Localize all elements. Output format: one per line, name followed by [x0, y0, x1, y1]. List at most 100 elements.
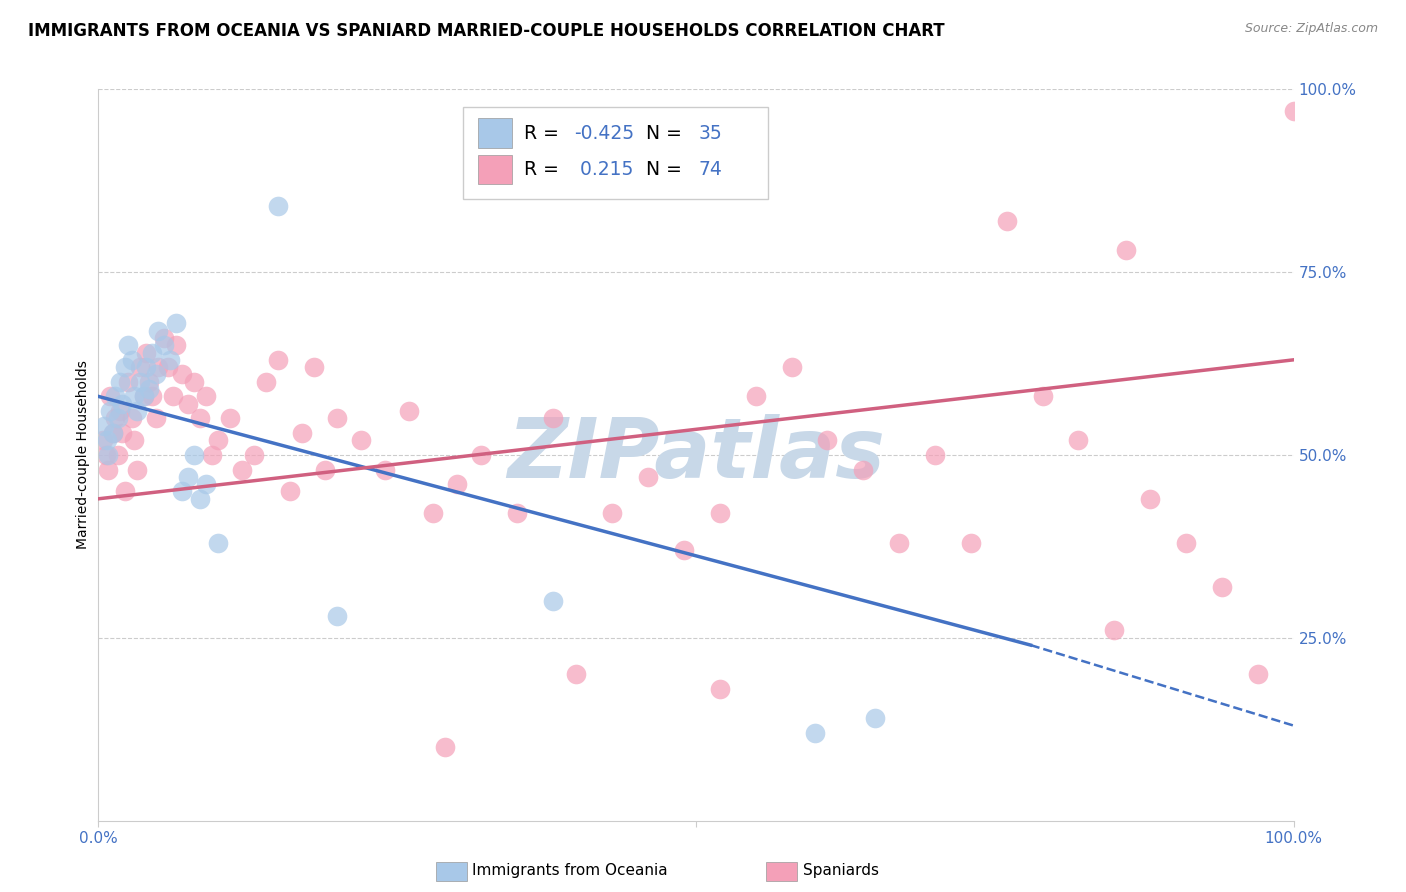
Point — [1211, 580, 1233, 594]
Point — [267, 352, 290, 367]
Point — [124, 434, 146, 448]
Point — [93, 418, 115, 433]
Text: 74: 74 — [699, 161, 723, 179]
Point — [194, 389, 218, 403]
Point — [129, 360, 152, 375]
Text: 35: 35 — [699, 124, 723, 143]
Point — [959, 535, 981, 549]
Point — [188, 411, 211, 425]
Point — [135, 360, 157, 375]
Point — [350, 434, 373, 448]
Point — [709, 507, 731, 521]
FancyBboxPatch shape — [463, 108, 768, 199]
Point — [177, 397, 200, 411]
Point — [433, 740, 456, 755]
Point — [104, 389, 127, 403]
Point — [183, 448, 205, 462]
Point — [121, 352, 143, 367]
Point — [194, 477, 218, 491]
Point — [135, 345, 157, 359]
Point — [207, 434, 229, 448]
Text: Immigrants from Oceania: Immigrants from Oceania — [472, 863, 668, 878]
Point — [165, 316, 187, 330]
Point — [111, 425, 134, 440]
Point — [132, 389, 155, 403]
Point — [132, 389, 155, 403]
Point — [108, 404, 131, 418]
Point — [637, 470, 659, 484]
Point — [165, 338, 187, 352]
Text: ZIPatlas: ZIPatlas — [508, 415, 884, 495]
Point — [422, 507, 444, 521]
Point — [201, 448, 224, 462]
Point — [924, 448, 946, 462]
FancyBboxPatch shape — [478, 119, 512, 148]
Point — [141, 389, 163, 403]
Point — [153, 338, 176, 352]
Point — [153, 331, 176, 345]
Point — [995, 214, 1018, 228]
Point — [1139, 491, 1161, 506]
Point — [1175, 535, 1198, 549]
Text: R =: R = — [524, 124, 565, 143]
Point — [1282, 104, 1305, 119]
Point — [159, 352, 181, 367]
Point — [107, 411, 129, 425]
Point — [278, 484, 301, 499]
Point — [111, 397, 134, 411]
Point — [804, 726, 827, 740]
Point — [117, 375, 139, 389]
Point — [889, 535, 911, 549]
Text: -0.425: -0.425 — [574, 124, 634, 143]
Point — [91, 434, 114, 448]
Point — [145, 368, 167, 382]
Point — [114, 484, 136, 499]
Point — [125, 404, 148, 418]
Point — [470, 448, 492, 462]
Point — [243, 448, 266, 462]
Point — [815, 434, 838, 448]
Text: Source: ZipAtlas.com: Source: ZipAtlas.com — [1244, 22, 1378, 36]
Point — [188, 491, 211, 506]
Point — [162, 389, 184, 403]
Text: N =: N = — [645, 124, 688, 143]
Text: R =: R = — [524, 161, 565, 179]
Point — [231, 462, 253, 476]
Point — [673, 543, 696, 558]
Point — [219, 411, 242, 425]
FancyBboxPatch shape — [478, 155, 512, 185]
Point — [1115, 243, 1137, 257]
Point — [602, 507, 624, 521]
Point — [254, 375, 277, 389]
Point — [94, 448, 117, 462]
Point — [97, 448, 120, 462]
Point — [104, 411, 127, 425]
Point — [541, 594, 564, 608]
Point — [302, 360, 325, 375]
Point — [183, 375, 205, 389]
Point — [326, 608, 349, 623]
Y-axis label: Married-couple Households: Married-couple Households — [76, 360, 90, 549]
Point — [541, 411, 564, 425]
Point — [148, 324, 170, 338]
Point — [172, 484, 194, 499]
Point — [148, 360, 170, 375]
Point — [1102, 624, 1125, 638]
Point — [207, 535, 229, 549]
Point — [98, 404, 122, 418]
Point — [101, 425, 124, 440]
Point — [315, 462, 337, 476]
Point — [374, 462, 396, 476]
Text: 0.215: 0.215 — [574, 161, 634, 179]
Point — [101, 425, 124, 440]
Point — [291, 425, 314, 440]
Point — [326, 411, 349, 425]
Point — [1067, 434, 1090, 448]
Point — [780, 360, 803, 375]
Point — [863, 711, 887, 725]
Point — [96, 434, 118, 448]
Point — [141, 345, 163, 359]
Point — [1032, 389, 1054, 403]
Point — [145, 411, 167, 425]
Text: IMMIGRANTS FROM OCEANIA VS SPANIARD MARRIED-COUPLE HOUSEHOLDS CORRELATION CHART: IMMIGRANTS FROM OCEANIA VS SPANIARD MARR… — [28, 22, 945, 40]
